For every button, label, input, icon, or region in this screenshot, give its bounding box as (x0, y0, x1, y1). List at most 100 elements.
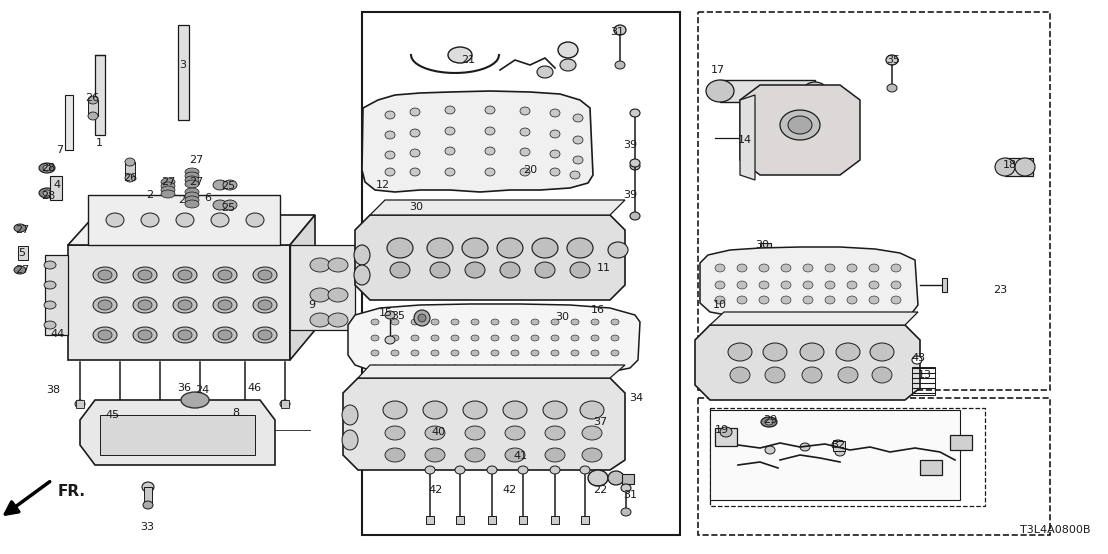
Ellipse shape (173, 327, 197, 343)
Text: 44: 44 (51, 329, 65, 339)
Ellipse shape (573, 156, 583, 164)
Ellipse shape (178, 300, 192, 310)
Ellipse shape (465, 426, 485, 440)
Ellipse shape (418, 314, 425, 322)
Ellipse shape (531, 350, 538, 356)
Ellipse shape (608, 242, 628, 258)
Text: 24: 24 (195, 385, 209, 395)
Polygon shape (710, 312, 919, 325)
Text: 36: 36 (177, 383, 191, 393)
Ellipse shape (258, 330, 271, 340)
Ellipse shape (582, 426, 602, 440)
Ellipse shape (44, 301, 57, 309)
Text: 1: 1 (95, 138, 103, 148)
Ellipse shape (630, 159, 640, 167)
Text: 2: 2 (178, 195, 185, 205)
Ellipse shape (185, 180, 199, 188)
Ellipse shape (532, 238, 558, 258)
Ellipse shape (258, 300, 271, 310)
Ellipse shape (558, 42, 578, 58)
Ellipse shape (353, 245, 370, 265)
Ellipse shape (145, 218, 165, 232)
Text: 18: 18 (1003, 160, 1017, 170)
Ellipse shape (455, 466, 465, 474)
Polygon shape (740, 95, 755, 180)
Ellipse shape (573, 114, 583, 122)
Ellipse shape (44, 261, 57, 269)
Text: 41: 41 (514, 451, 529, 461)
Bar (18, 246, 28, 260)
Ellipse shape (535, 262, 555, 278)
Text: 3: 3 (179, 60, 186, 70)
Ellipse shape (465, 262, 485, 278)
Ellipse shape (567, 238, 593, 258)
Bar (710, 408, 985, 506)
Ellipse shape (211, 213, 229, 227)
Ellipse shape (185, 221, 195, 229)
Ellipse shape (215, 218, 235, 232)
Text: 29: 29 (763, 415, 777, 425)
Ellipse shape (342, 405, 358, 425)
Ellipse shape (138, 300, 152, 310)
Polygon shape (290, 215, 315, 360)
Ellipse shape (410, 108, 420, 116)
Ellipse shape (384, 131, 394, 139)
Bar (100, 415, 255, 455)
Text: 13: 13 (919, 370, 932, 380)
Text: 12: 12 (376, 180, 390, 190)
Ellipse shape (410, 149, 420, 157)
Polygon shape (355, 215, 625, 300)
Ellipse shape (115, 226, 125, 234)
Text: 42: 42 (429, 485, 443, 495)
Ellipse shape (353, 265, 370, 285)
Ellipse shape (715, 296, 725, 304)
Ellipse shape (178, 330, 192, 340)
Ellipse shape (891, 296, 901, 304)
Text: 10: 10 (714, 300, 727, 310)
Ellipse shape (497, 238, 523, 258)
Ellipse shape (384, 426, 406, 440)
Ellipse shape (891, 281, 901, 289)
Text: 31: 31 (623, 490, 637, 500)
Text: 33: 33 (140, 522, 154, 532)
Ellipse shape (1015, 158, 1035, 176)
Ellipse shape (185, 176, 199, 184)
Ellipse shape (463, 401, 488, 419)
Ellipse shape (485, 168, 495, 176)
Bar (920, 460, 942, 475)
Ellipse shape (391, 319, 399, 325)
Bar (76, 400, 84, 408)
Ellipse shape (715, 281, 725, 289)
Ellipse shape (253, 297, 277, 313)
Ellipse shape (780, 110, 820, 140)
Ellipse shape (181, 392, 209, 408)
Ellipse shape (246, 213, 264, 227)
Ellipse shape (98, 330, 112, 340)
Bar (912, 367, 935, 395)
Ellipse shape (765, 446, 774, 454)
Bar (178, 25, 189, 120)
Bar (715, 428, 737, 446)
Ellipse shape (213, 297, 237, 313)
Ellipse shape (728, 343, 752, 361)
Ellipse shape (759, 281, 769, 289)
Text: 27: 27 (188, 155, 203, 165)
Ellipse shape (550, 109, 560, 117)
Ellipse shape (870, 343, 894, 361)
Ellipse shape (384, 336, 394, 344)
Text: 31: 31 (611, 27, 624, 37)
Ellipse shape (869, 264, 879, 272)
Ellipse shape (531, 365, 538, 371)
Ellipse shape (213, 327, 237, 343)
Ellipse shape (138, 330, 152, 340)
Text: 19: 19 (715, 425, 729, 435)
Ellipse shape (560, 59, 576, 71)
Ellipse shape (310, 258, 330, 272)
Ellipse shape (14, 224, 25, 232)
Ellipse shape (511, 319, 519, 325)
Text: 22: 22 (593, 485, 607, 495)
Ellipse shape (759, 296, 769, 304)
Bar (622, 474, 634, 484)
Ellipse shape (391, 350, 399, 356)
Ellipse shape (448, 47, 472, 63)
